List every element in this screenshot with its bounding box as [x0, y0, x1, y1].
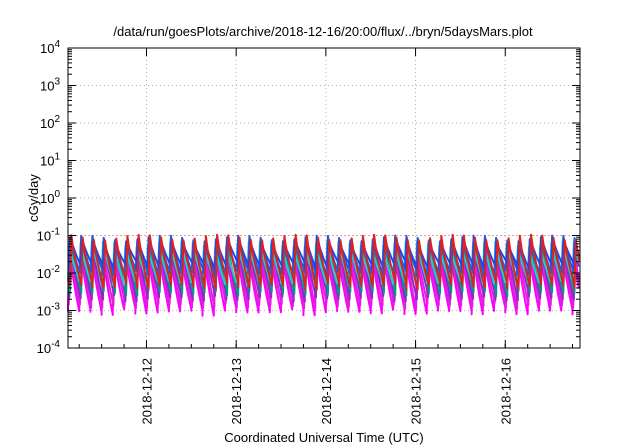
y-tick-label: 103: [40, 77, 60, 94]
x-tick-label: 2018-12-12: [139, 358, 154, 425]
x-tick-label: 2018-12-16: [498, 358, 513, 425]
x-tick-label: 2018-12-15: [409, 358, 424, 425]
series-line: [67, 244, 581, 311]
x-axis: 2018-12-12 2018-12-13 2018-12-14 2018-12-15…: [78, 48, 574, 425]
series-line: [67, 233, 581, 291]
y-tick-label: 100: [40, 189, 60, 206]
y-tick-label: 104: [40, 39, 60, 56]
y-tick-label: 10-4: [37, 339, 61, 356]
y-axis-label: cGy/day: [26, 174, 41, 222]
x-tick-label: 2018-12-14: [319, 358, 334, 425]
x-tick-label: 2018-12-13: [229, 358, 244, 425]
y-tick-label: 101: [40, 152, 60, 169]
series-group: [67, 233, 581, 317]
x-axis-label: Coordinated Universal Time (UTC): [224, 430, 423, 445]
series-line: [67, 240, 580, 286]
y-tick-label: 10-1: [37, 227, 61, 244]
series-line: [67, 247, 580, 317]
y-tick-label: 102: [40, 114, 60, 131]
y-tick-label: 10-3: [37, 302, 61, 319]
chart-title: /data/run/goesPlots/archive/2018-12-16/2…: [113, 24, 533, 39]
y-tick-label: 10-2: [37, 264, 61, 281]
series-line: [68, 241, 580, 303]
y-axis: 10-4 10-3 10-2 10-1 100 101 102 103 104: [37, 39, 580, 356]
